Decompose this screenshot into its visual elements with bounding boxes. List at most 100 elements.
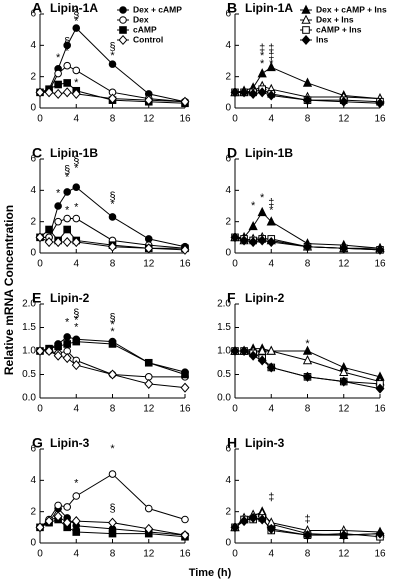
marker [303,241,312,252]
y-tick-label: 1.5 [217,322,231,333]
legend-label: cAMP [133,24,157,34]
x-tick-label: 12 [338,259,350,270]
marker [266,90,276,101]
marker [63,340,71,348]
x-tick-label: 8 [110,404,116,415]
marker [35,232,45,243]
panel-title: Lipin-1B [245,146,293,160]
y-tick-label: 0 [225,103,231,114]
marker [54,69,62,78]
x-tick-label: 4 [268,404,274,415]
marker [71,236,81,248]
marker [63,225,71,234]
marker [239,235,249,246]
x-tick-label: 0 [232,259,238,270]
x-tick-label: 8 [305,549,311,560]
marker [339,96,349,107]
y-tick-label: 4 [30,185,36,196]
panel-title: Lipin-3 [50,436,90,450]
marker [71,360,81,371]
marker [144,243,154,254]
x-tick-label: 0 [37,259,43,270]
y-tick-label: 2 [225,506,231,517]
panel-letter: F [227,290,236,306]
marker [266,61,276,72]
marker [301,4,311,14]
x-tick-label: 4 [73,404,79,415]
annotation: * [65,46,70,58]
marker [119,26,127,34]
annotation: * [56,52,61,64]
marker [303,371,312,382]
marker [54,202,62,210]
legend-label: Dex [133,14,149,24]
x-tick-label: 16 [179,404,191,415]
annotation: * [74,321,79,333]
marker [72,183,81,191]
x-tick-label: 0 [232,404,238,415]
marker [35,522,45,533]
annotation: * [74,314,79,326]
y-tick-label: 0.0 [217,393,231,404]
annotation: * [260,192,265,204]
marker [303,530,312,541]
marker [257,355,267,366]
x-tick-label: 4 [268,549,274,560]
marker [53,511,63,522]
y-tick-label: 4 [30,475,36,486]
annotation: * [65,172,70,184]
marker [108,340,117,348]
panel: F Lipin-2 0.0 0.5 1.0 1.5 2.0 0 4 8 12 16 * [217,290,386,415]
annotation: * [65,205,70,217]
y-tick-label: 2 [30,216,36,227]
annotation: * [74,16,79,28]
marker [119,6,127,14]
legend-label: Control [133,34,163,44]
x-tick-label: 8 [305,114,311,125]
annotation: § [64,164,70,176]
x-axis-label: Time (h) [189,567,232,579]
marker [375,98,385,109]
x-tick-label: 4 [268,114,274,125]
x-tick-label: 16 [179,114,191,125]
marker [53,88,63,99]
y-tick-label: 0 [30,248,36,259]
y-tick-label: 4 [30,40,36,51]
panel-title: Lipin-1A [245,1,293,15]
marker [108,241,117,252]
marker [72,66,81,75]
marker [230,522,240,533]
annotation: * [251,200,256,212]
x-tick-label: 16 [374,259,386,270]
annotation: § [73,8,79,20]
panel-letter: E [32,290,41,306]
marker [144,358,153,367]
y-tick-label: 6 [225,9,231,20]
marker [72,528,81,536]
panel-title: Lipin-1B [50,146,98,160]
panel: G Lipin-3 0 2 4 6 0 4 8 12 16 * * § [30,435,191,560]
marker [35,87,45,98]
marker [72,337,81,346]
marker [144,378,154,389]
marker [144,504,153,513]
marker [339,366,349,376]
marker [257,514,267,525]
marker [180,382,190,393]
y-tick-label: 2 [225,71,231,82]
annotation: * [260,58,265,70]
y-tick-label: 0.5 [217,369,231,380]
annotation: ‡ [268,50,274,62]
marker [53,236,63,248]
marker [108,369,117,380]
annotation: § [73,307,79,319]
marker [339,530,349,541]
marker [257,87,267,98]
x-tick-label: 12 [338,114,350,125]
legend-label: Ins [316,34,329,44]
annotation: ‡ [268,491,274,503]
annotation: * [110,198,115,210]
marker [62,517,72,528]
annotation: § [109,191,115,203]
panel-letter: A [32,0,42,16]
